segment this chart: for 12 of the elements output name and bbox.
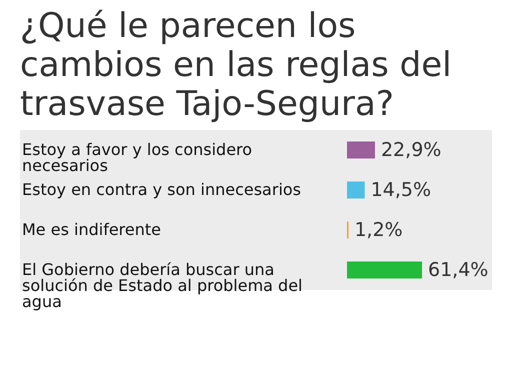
data-label: 1,2% bbox=[354, 219, 403, 241]
y-tick-label: El Gobierno debería buscar una solución de Estado al problema del agua bbox=[22, 260, 302, 311]
data-label: 61,4% bbox=[428, 259, 488, 281]
data-label: 14,5% bbox=[370, 179, 432, 201]
data-label: 22,9% bbox=[380, 139, 442, 161]
bar bbox=[347, 262, 422, 278]
chart-title: ¿Qué le parecen los cambios en las reglas del trasvase Tajo-Segura? bbox=[20, 6, 452, 124]
y-tick-label: Estoy en contra y son innecesarios bbox=[22, 180, 302, 199]
bar bbox=[347, 142, 375, 158]
y-tick-label: Estoy a favor y los considero necesarios bbox=[22, 140, 252, 175]
bar bbox=[347, 182, 365, 198]
y-tick-label: Me es indiferente bbox=[22, 220, 161, 239]
